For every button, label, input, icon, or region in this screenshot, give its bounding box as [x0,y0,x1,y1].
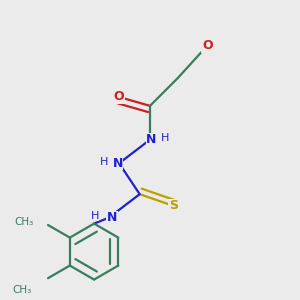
Text: S: S [169,200,178,212]
Text: CH₃: CH₃ [12,285,31,295]
Text: N: N [106,211,117,224]
Text: N: N [112,157,123,170]
Text: H: H [91,211,99,221]
Text: N: N [146,133,157,146]
Text: O: O [114,91,124,103]
Text: H: H [100,157,108,167]
Text: O: O [202,39,213,52]
Text: H: H [161,133,170,143]
Text: CH₃: CH₃ [15,217,34,227]
